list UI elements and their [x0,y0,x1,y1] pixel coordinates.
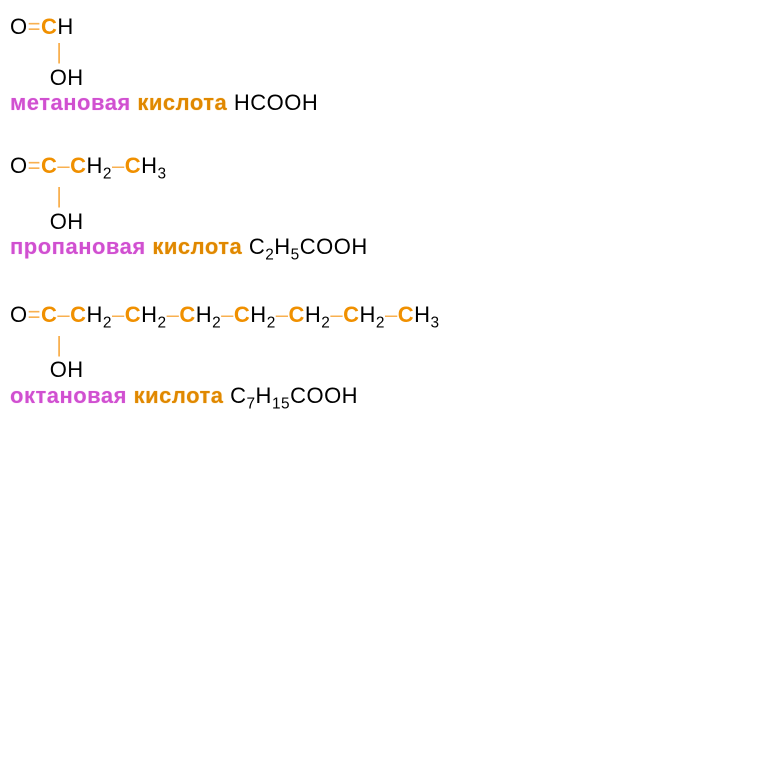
structure-line: | [10,332,760,357]
carbon-atom: C [70,153,86,178]
subscript: 2 [321,314,330,331]
bond: – [385,302,398,327]
atom: O [10,302,28,327]
chemical-structures-container: O=CH | OHметановая кислота HCOOHO=C–CH2–… [10,14,760,413]
subscript: 3 [430,314,439,331]
compound-name-part1: метановая [10,90,131,115]
subscript: 3 [158,166,167,183]
bond: | [56,332,62,357]
formula-text: COOH [290,383,358,408]
atom: H [414,302,430,327]
formula-subscript: 5 [291,246,300,263]
subscript: 2 [103,166,112,183]
atom [10,65,50,90]
bond: – [57,302,70,327]
subscript: 2 [158,314,167,331]
carbon-atom: C [398,302,414,327]
bond: – [112,302,125,327]
bond: – [112,153,125,178]
formula-subscript: 15 [272,395,290,412]
atom: H [250,302,266,327]
compound-name-part2: кислота [152,234,242,259]
carbon-atom: C [289,302,305,327]
bond: – [330,302,343,327]
subscript: 2 [267,314,276,331]
formula-text: H [256,383,272,408]
formula-text: H [274,234,290,259]
carbon-atom: C [70,302,86,327]
atom: O [10,153,28,178]
formula-text: C [250,90,266,115]
structure-line: O=C–CH2–CH3 [10,153,760,183]
bond: – [221,302,234,327]
atom: H [87,153,103,178]
formula-text: COOH [300,234,368,259]
subscript: 2 [103,314,112,331]
carbon-atom: C [125,302,141,327]
compound-block: O=C–CH2–CH2–CH2–CH2–CH2–CH2–CH3 | OHокта… [10,302,760,413]
atom: H [196,302,212,327]
formula-text: C [223,383,246,408]
atom: O [10,14,28,39]
molecular-formula: C2H5COOH [242,234,368,259]
atom: H [141,302,157,327]
bond: – [167,302,180,327]
carbon-atom: C [125,153,141,178]
atom [10,209,50,234]
carbon-atom: C [343,302,359,327]
atom: H [87,302,103,327]
atom: OH [50,65,84,90]
subscript: 2 [212,314,221,331]
structure-line: | [10,183,760,208]
bond: – [57,153,70,178]
formula-text: H [227,90,250,115]
atom: H [359,302,375,327]
compound-name-line: пропановая кислота C2H5COOH [10,234,760,264]
carbon-atom: C [41,302,57,327]
bond: – [276,302,289,327]
compound-block: O=C–CH2–CH3 | OHпропановая кислота C2H5C… [10,153,760,264]
formula-text: OOH [267,90,319,115]
atom: H [141,153,157,178]
molecular-formula: HCOOH [227,90,318,115]
formula-subscript: 7 [246,395,255,412]
atom: OH [50,209,84,234]
structure-line: O=CH [10,14,760,39]
atom [10,357,50,382]
compound-name-line: октановая кислота C7H15COOH [10,383,760,413]
compound-name-part2: кислота [137,90,227,115]
compound-block: O=CH | OHметановая кислота HCOOH [10,14,760,115]
bond: = [28,302,41,327]
structure-line: | [10,39,760,64]
compound-name-part1: октановая [10,383,127,408]
formula-subscript: 2 [265,246,274,263]
structure-line: OH [10,65,760,90]
compound-name-part1: пропановая [10,234,146,259]
carbon-atom: C [41,153,57,178]
bond: | [56,183,62,208]
structure-line: OH [10,209,760,234]
formula-text: C [242,234,265,259]
atom: H [57,14,73,39]
bond: = [28,153,41,178]
structure-line: O=C–CH2–CH2–CH2–CH2–CH2–CH2–CH3 [10,302,760,332]
carbon-atom: C [179,302,195,327]
compound-name-line: метановая кислота HCOOH [10,90,760,115]
atom: H [305,302,321,327]
carbon-atom: C [41,14,57,39]
atom: OH [50,357,84,382]
molecular-formula: C7H15COOH [223,383,358,408]
structure-line: OH [10,357,760,382]
atom [10,332,56,357]
bond: = [28,14,41,39]
atom [10,183,56,208]
atom [10,39,56,64]
bond: | [56,39,62,64]
subscript: 2 [376,314,385,331]
compound-name-part2: кислота [134,383,224,408]
carbon-atom: C [234,302,250,327]
